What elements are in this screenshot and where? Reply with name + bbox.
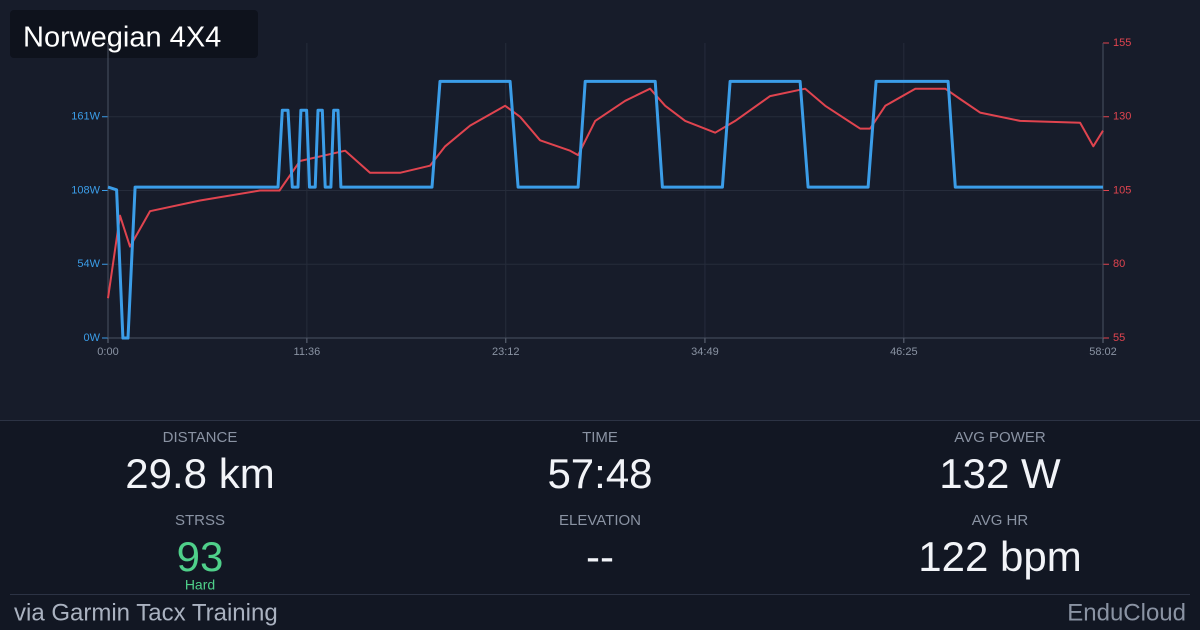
x-tick-label: 11:36 <box>294 346 321 358</box>
chart-title: Norwegian 4X4 <box>23 22 221 54</box>
y-tick-label: 108W <box>71 184 100 196</box>
source: via Garmin Tacx Training <box>14 599 278 626</box>
title-box <box>10 10 258 58</box>
stat-value: -- <box>586 533 614 580</box>
stat-label: ELEVATION <box>559 512 641 529</box>
stat-label: AVG POWER <box>954 429 1046 446</box>
x-tick-label: 23:12 <box>492 346 520 358</box>
stat-value: 122 bpm <box>918 533 1081 580</box>
stat-label: AVG HR <box>972 512 1029 529</box>
stat-value: 132 W <box>939 450 1061 497</box>
stat-label: STRSS <box>175 512 225 529</box>
stat-value: 29.8 km <box>125 450 274 497</box>
y-tick-label: 0W <box>84 332 101 344</box>
x-tick-label: 0:00 <box>97 346 118 358</box>
x-tick-label: 34:49 <box>691 346 719 358</box>
stat-note: Hard <box>185 577 215 593</box>
y2-tick-label: 155 <box>1113 37 1131 49</box>
x-tick-label: 46:25 <box>890 346 918 358</box>
stat-value: 57:48 <box>547 450 652 497</box>
series-line <box>107 79 1103 340</box>
stat-value: 93 <box>177 533 224 580</box>
y2-tick-label: 130 <box>1113 111 1131 123</box>
stat-label: TIME <box>582 429 618 446</box>
x-tick-label: 58:02 <box>1089 346 1117 358</box>
y2-tick-label: 55 <box>1113 332 1125 344</box>
y-tick-label: 54W <box>77 258 100 270</box>
y2-tick-label: 105 <box>1113 184 1131 196</box>
series-line <box>107 87 1104 299</box>
brand: EnduCloud <box>1067 599 1186 626</box>
y2-tick-label: 80 <box>1113 258 1125 270</box>
y-tick-label: 161W <box>71 111 100 123</box>
stat-label: DISTANCE <box>163 429 238 446</box>
